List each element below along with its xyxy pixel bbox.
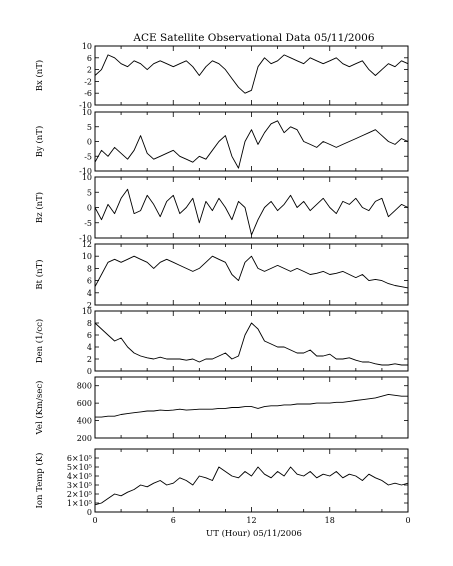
y-axis-label: By (nT) — [34, 126, 45, 158]
y-tick-label: 2 — [87, 301, 92, 310]
y-axis-label: Bx (nT) — [34, 60, 45, 92]
y-tick-label: 10 — [82, 42, 92, 51]
y-tick-label: 12 — [82, 240, 92, 249]
panel-5: 0 2 4 6 8 10 Den (1/cc) — [34, 307, 409, 376]
y-tick-label: 0 — [87, 204, 92, 213]
y-tick-label: 10 — [82, 307, 92, 316]
series-line — [94, 54, 409, 94]
panel-1: -10 -6 -2 2 6 10 Bx (nT) — [34, 42, 409, 110]
y-tick-label: -5 — [84, 219, 92, 228]
y-axis-label: Bz (nT) — [34, 192, 45, 223]
y-tick-label: 6×10⁵ — [67, 454, 92, 463]
y-tick-label: -10 — [79, 234, 92, 243]
y-tick-label: 6 — [87, 277, 92, 286]
panel-frame — [94, 376, 409, 439]
y-tick-label: 5×10⁵ — [67, 463, 92, 472]
y-axis-label: Den (1/cc) — [34, 319, 45, 363]
y-tick-label: -2 — [84, 77, 92, 86]
x-axis-label: UT (Hour) 05/11/2006 — [206, 528, 302, 539]
series-line — [94, 120, 409, 169]
y-tick-label: 10 — [82, 108, 92, 117]
x-tick-label: 18 — [325, 516, 335, 525]
y-tick-label: 2 — [87, 66, 92, 75]
y-tick-label: 2×10⁵ — [67, 490, 92, 499]
panel-6: 200 400 600 800 Vel (Km/sec) — [34, 376, 409, 443]
y-tick-label: 5 — [87, 188, 92, 197]
y-tick-label: 4×10⁵ — [67, 472, 92, 481]
panel-frame — [94, 243, 409, 306]
panel-3: -10 -5 0 5 10 Bz (nT) — [34, 173, 409, 243]
panel-frame — [94, 45, 409, 106]
y-tick-label: 800 — [77, 382, 92, 391]
panels-group: -10 -6 -2 2 6 10 Bx (nT) -10 -5 0 5 10 By (nT) -10 -5 0… — [34, 42, 409, 517]
y-tick-label: 400 — [77, 417, 92, 426]
y-tick-label: 4 — [87, 343, 92, 352]
y-tick-label: 0 — [87, 508, 92, 517]
y-tick-label: 1×10⁵ — [67, 499, 92, 508]
y-tick-label: -10 — [79, 167, 92, 176]
x-tick-label: 0 — [92, 516, 97, 525]
y-tick-label: 8 — [87, 319, 92, 328]
y-axis-label: Ion Temp (K) — [34, 453, 45, 509]
x-tick-label: 12 — [246, 516, 256, 525]
y-tick-label: 3×10⁵ — [67, 481, 92, 490]
y-tick-label: 2 — [87, 355, 92, 364]
series-line — [94, 255, 409, 289]
figure-title: ACE Satellite Observational Data 05/11/2… — [132, 32, 374, 44]
y-tick-label: -10 — [79, 101, 92, 110]
y-tick-label: 6 — [87, 331, 92, 340]
y-tick-label: 4 — [87, 289, 92, 298]
y-tick-label: 0 — [87, 138, 92, 147]
x-tick-label: 0 — [405, 516, 410, 525]
y-tick-label: 8 — [87, 264, 92, 273]
panel-frame — [94, 448, 409, 513]
y-tick-label: 0 — [87, 367, 92, 376]
y-tick-label: 10 — [82, 173, 92, 182]
x-tick-label: 6 — [171, 516, 176, 525]
y-tick-label: 6 — [87, 54, 92, 63]
y-tick-label: 200 — [77, 434, 92, 443]
series-line — [94, 322, 408, 366]
y-tick-label: -6 — [84, 89, 92, 98]
y-axis-label: Vel (Km/sec) — [34, 381, 45, 436]
x-tick-labels: 0 6 12 18 0 — [92, 516, 410, 525]
y-tick-label: -5 — [84, 152, 92, 161]
y-tick-label: 600 — [77, 399, 92, 408]
series-line — [94, 188, 409, 236]
y-tick-label: 5 — [87, 123, 92, 132]
panel-frame — [94, 111, 409, 172]
series-line — [95, 393, 408, 418]
panel-4: 2 4 6 8 10 12 Bt (nT) — [34, 240, 409, 310]
y-tick-label: 10 — [82, 252, 92, 261]
y-axis-label: Bt (nT) — [34, 259, 45, 289]
series-line — [94, 466, 409, 506]
panel-2: -10 -5 0 5 10 By (nT) — [34, 108, 409, 176]
